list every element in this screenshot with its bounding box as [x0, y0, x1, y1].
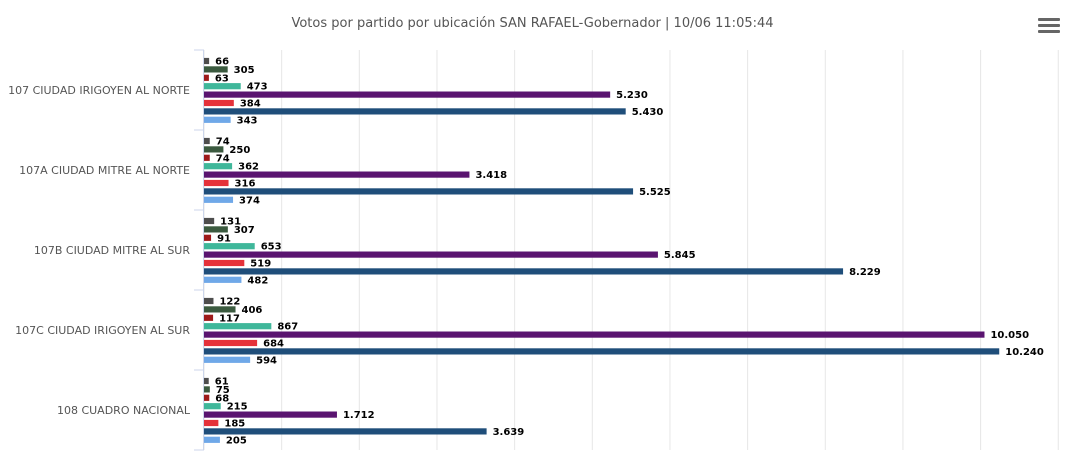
data-label: 250	[229, 145, 250, 156]
data-label: 63	[215, 73, 229, 84]
data-label: 61	[215, 377, 229, 388]
bar[interactable]	[204, 348, 1000, 355]
bar[interactable]	[204, 217, 215, 225]
bar[interactable]	[204, 297, 214, 305]
bar[interactable]	[204, 226, 228, 233]
bar[interactable]	[204, 436, 220, 443]
bar[interactable]	[204, 99, 234, 107]
bar[interactable]	[204, 306, 236, 313]
data-label: 406	[242, 305, 263, 316]
bar[interactable]	[204, 91, 611, 98]
data-label: 205	[226, 435, 247, 446]
bar[interactable]	[204, 419, 219, 427]
category-label: 108 CUADRO NACIONAL	[57, 404, 191, 417]
category-axis	[194, 49, 204, 451]
bar[interactable]	[204, 137, 210, 145]
data-label: 131	[220, 217, 241, 228]
chart-title: Votos por partido por ubicación SAN RAFA…	[291, 16, 774, 31]
data-label: 343	[237, 115, 258, 126]
bar[interactable]	[204, 146, 224, 153]
bar[interactable]	[204, 116, 231, 123]
bar[interactable]	[204, 243, 255, 250]
category-label: 107 CIUDAD IRIGOYEN AL NORTE	[8, 84, 190, 97]
bar[interactable]	[204, 171, 470, 178]
bar[interactable]	[204, 339, 258, 347]
data-labels: 66 74 131 122 61 305 250 307 406 75 63 74 91 117 68 473…	[215, 57, 1044, 447]
data-label: 519	[250, 259, 271, 270]
data-label: 122	[219, 297, 240, 308]
bar[interactable]	[204, 428, 487, 435]
bar[interactable]	[204, 386, 210, 393]
bar[interactable]	[204, 196, 234, 203]
bar[interactable]	[204, 331, 985, 338]
data-label: 74	[216, 153, 230, 164]
bar[interactable]	[204, 411, 337, 418]
data-label: 305	[234, 65, 255, 76]
data-label: 66	[215, 57, 229, 68]
category-labels: 107 CIUDAD IRIGOYEN AL NORTE 107A CIUDAD …	[8, 84, 191, 417]
bar[interactable]	[204, 323, 272, 330]
bar[interactable]	[204, 268, 844, 275]
data-label: 3.418	[475, 170, 507, 181]
data-label: 594	[256, 355, 277, 366]
bar[interactable]	[204, 66, 228, 73]
data-label: 117	[219, 313, 240, 324]
bar[interactable]	[204, 394, 210, 401]
data-label: 384	[240, 99, 261, 110]
bar[interactable]	[204, 163, 233, 170]
data-label: 473	[247, 82, 268, 93]
data-label: 316	[235, 179, 256, 190]
data-label: 215	[227, 402, 248, 413]
data-label: 5.525	[639, 187, 671, 198]
data-label: 185	[224, 419, 245, 430]
data-label: 5.430	[632, 107, 664, 118]
data-label: 75	[216, 385, 230, 396]
bar[interactable]	[204, 259, 245, 267]
bar[interactable]	[204, 234, 212, 241]
data-label: 684	[263, 339, 284, 350]
data-label: 374	[239, 195, 260, 206]
data-label: 8.229	[849, 267, 881, 278]
bar[interactable]	[204, 276, 242, 283]
data-label: 307	[234, 225, 255, 236]
category-label: 107C CIUDAD IRIGOYEN AL SUR	[15, 324, 190, 337]
bar[interactable]	[204, 154, 210, 161]
bar[interactable]	[204, 108, 626, 115]
hamburger-menu-icon[interactable]	[1038, 18, 1060, 36]
bar[interactable]	[204, 179, 229, 187]
bar[interactable]	[204, 188, 634, 195]
bars	[204, 57, 1000, 443]
data-label: 362	[238, 162, 259, 173]
data-label: 867	[277, 322, 298, 333]
bar[interactable]	[204, 57, 210, 65]
data-label: 5.845	[664, 250, 696, 261]
data-label: 482	[247, 275, 268, 286]
bar[interactable]	[204, 83, 241, 90]
data-label: 1.712	[343, 410, 375, 421]
bar[interactable]	[204, 251, 658, 258]
bar[interactable]	[204, 356, 251, 363]
data-label: 91	[217, 233, 231, 244]
data-label: 3.639	[493, 427, 525, 438]
data-label: 653	[261, 242, 282, 253]
data-label: 10.050	[990, 330, 1029, 341]
bar[interactable]	[204, 377, 209, 385]
data-label: 68	[215, 393, 229, 404]
grid-lines	[203, 50, 1059, 450]
data-label: 74	[216, 137, 230, 148]
data-label: 10.240	[1005, 347, 1044, 358]
bar[interactable]	[204, 74, 209, 81]
category-label: 107B CIUDAD MITRE AL SUR	[34, 244, 191, 257]
category-label: 107A CIUDAD MITRE AL NORTE	[19, 164, 190, 177]
data-label: 5.230	[616, 90, 648, 101]
bar[interactable]	[204, 403, 221, 410]
bar[interactable]	[204, 314, 214, 321]
